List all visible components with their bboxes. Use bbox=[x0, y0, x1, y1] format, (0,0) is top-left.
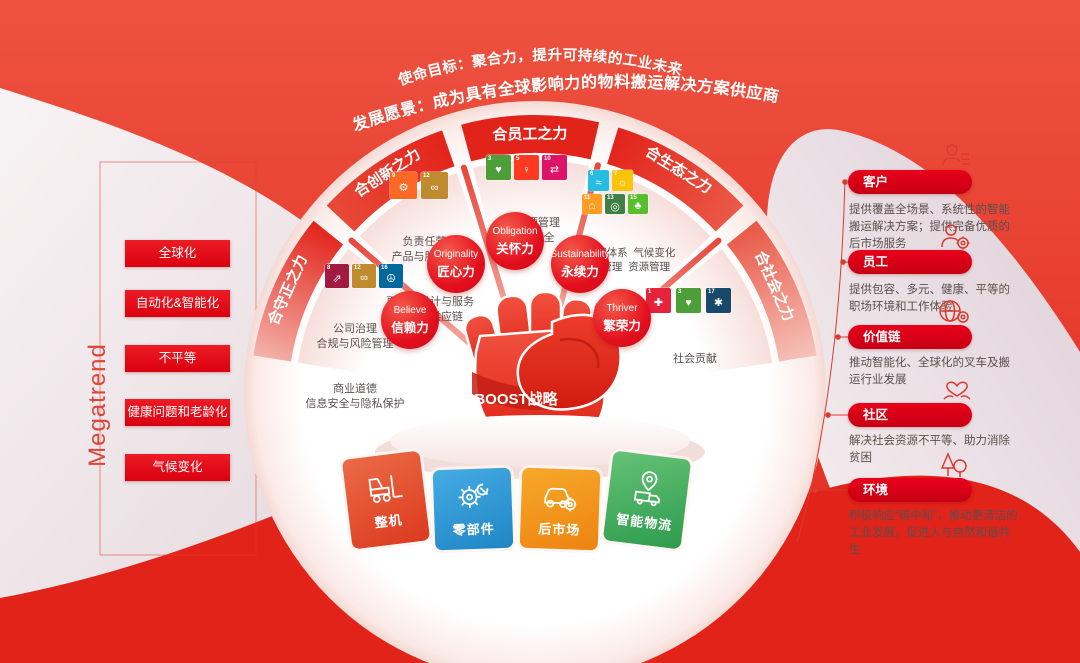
smart-logistics-icon bbox=[633, 471, 661, 507]
stakeholder-desc-value-chain: 推动智能化、全球化的叉车及搬运行业发展 bbox=[849, 357, 1010, 386]
forklift-icon bbox=[368, 475, 403, 504]
stakeholder-desc-community: 解决社会资源不平等、助力消除贫困 bbox=[849, 435, 1010, 464]
employee-icon bbox=[938, 222, 972, 257]
sdg-icon: 8 ⇗ bbox=[325, 264, 349, 288]
sdg-icon: 17 ✱ bbox=[706, 288, 731, 313]
sdg-icon: 3 ♥ bbox=[676, 288, 701, 313]
value-chain-icon bbox=[936, 296, 972, 331]
sdg-icon: 13 ◎ bbox=[605, 194, 625, 214]
pillar-parts[interactable]: 零部件 bbox=[432, 467, 514, 551]
gear-wrench-icon bbox=[458, 483, 489, 509]
community-icon bbox=[940, 372, 974, 407]
car-service-icon bbox=[544, 487, 577, 512]
sdg-icon: 5 ♀ bbox=[514, 155, 539, 180]
circle-sustainability: Sustainability 永续力 bbox=[551, 235, 609, 293]
megatrend-item-automation[interactable]: 自动化&智能化 bbox=[125, 290, 230, 317]
sdg-icon: 10 ⇄ bbox=[542, 155, 567, 180]
sdg-icon: 16 ☮ bbox=[379, 264, 403, 288]
stakeholder-pill-environment[interactable]: 环境 bbox=[848, 478, 972, 502]
topics-society: 社会贡献 bbox=[673, 353, 717, 365]
megatrend-item-climate[interactable]: 气候变化 bbox=[125, 454, 230, 481]
sdg-icon: 15 ♣ bbox=[628, 194, 648, 214]
sdg-icon: 9 ⚙ bbox=[390, 172, 417, 199]
stakeholder-pill-community[interactable]: 社区 bbox=[848, 403, 972, 427]
stakeholder-pill-customers[interactable]: 客户 bbox=[848, 170, 972, 194]
megatrend-item-globalization[interactable]: 全球化 bbox=[125, 240, 230, 267]
sdg-icon: 1 ✚ bbox=[646, 288, 671, 313]
environment-icon bbox=[938, 450, 972, 485]
circle-originality: Originality 匠心力 bbox=[427, 235, 485, 293]
megatrend-title: Megatrend bbox=[84, 343, 111, 467]
circle-believe: Believe 信赖力 bbox=[381, 291, 439, 349]
sdg-icon: 12 ∞ bbox=[421, 172, 448, 199]
circle-thriver: Thriver 繁荣力 bbox=[593, 289, 651, 347]
sdg-icon: 12 ∞ bbox=[352, 264, 376, 288]
stakeholder-pill-value-chain[interactable]: 价值链 bbox=[848, 325, 972, 349]
stakeholder-desc-employees: 提供包容、多元、健康、平等的职场环境和工作体验 bbox=[849, 284, 1010, 313]
arc-label-employees: 合员工之力 bbox=[491, 124, 567, 143]
megatrend-item-health-aging[interactable]: 健康问题和老龄化 bbox=[125, 399, 230, 426]
circle-obligation: Obligation 关怀力 bbox=[486, 212, 544, 270]
stakeholder-desc-customers: 提供覆盖全场景、系统性的智能搬运解决方案；提供完备优质的后市场服务 bbox=[849, 204, 1010, 250]
fist-strategy-label: BOOST战略 bbox=[474, 390, 558, 408]
megatrend-item-inequality[interactable]: 不平等 bbox=[125, 345, 230, 372]
stakeholder-desc-environment: 积极响应“碳中和”，推动更清洁的工业发展，促进人与自然和谐共生 bbox=[849, 510, 1018, 556]
topics-integrity: 公司治理 合规与风险管理 商业道德 信息安全与隐私保护 bbox=[305, 323, 405, 410]
sdg-icon: 7 ☼ bbox=[612, 170, 633, 191]
sdg-icon: 6 ≈ bbox=[588, 170, 609, 191]
sdg-icon: 3 ♥ bbox=[486, 155, 511, 180]
customer-icon bbox=[938, 142, 972, 177]
pillar-trucks[interactable]: 整机 bbox=[341, 450, 431, 550]
stakeholder-pill-employees[interactable]: 员工 bbox=[848, 250, 972, 274]
sdg-icon: 11 ⌂ bbox=[582, 194, 602, 214]
stakeholder-connector bbox=[796, 179, 849, 543]
pillar-logistics[interactable]: 智能物流 bbox=[602, 450, 692, 550]
pillar-aftermarket[interactable]: 后市场 bbox=[519, 467, 601, 551]
